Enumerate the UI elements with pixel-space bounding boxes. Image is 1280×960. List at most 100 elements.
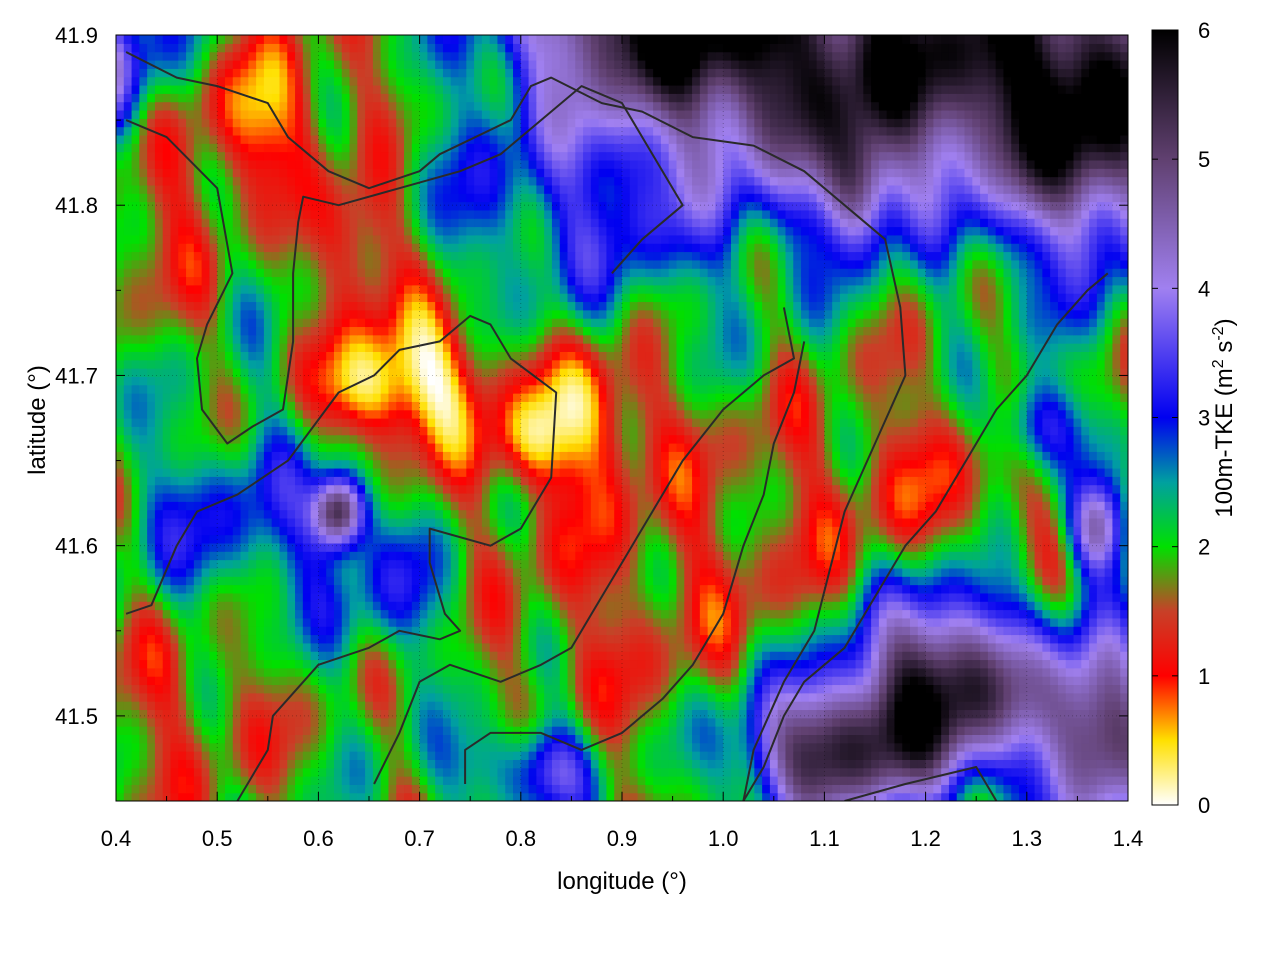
heat-cell [1057, 584, 1067, 594]
heat-cell [1112, 609, 1121, 619]
heat-cell [116, 501, 125, 511]
heat-cell [209, 717, 218, 727]
heat-cell [793, 526, 802, 536]
heat-cell [123, 784, 133, 794]
heat-cell [404, 734, 413, 744]
heat-cell [699, 659, 709, 669]
heat-cell [318, 576, 327, 586]
heat-cell [606, 767, 615, 777]
heat-cell [123, 492, 133, 502]
heat-cell [785, 526, 794, 536]
heat-cell [256, 551, 265, 561]
heat-cell [855, 551, 864, 561]
heat-cell [785, 592, 794, 602]
heat-cell [645, 492, 654, 502]
heat-cell [232, 717, 242, 727]
heat-cell [505, 584, 514, 594]
heat-cell [676, 517, 685, 527]
heat-cell [1096, 617, 1106, 627]
heat-cell [551, 742, 561, 752]
heat-cell [1042, 776, 1051, 785]
heat-cell [162, 576, 172, 586]
heat-cell [1011, 492, 1020, 502]
heat-cell [551, 709, 561, 719]
heat-cell [287, 609, 296, 619]
heat-cell [263, 626, 273, 636]
heat-cell [326, 584, 335, 594]
heat-cell [411, 551, 421, 561]
heat-cell [941, 584, 950, 594]
heat-cell [302, 509, 312, 519]
heat-cell [154, 701, 164, 711]
heat-cell [147, 626, 156, 636]
heat-cell [341, 567, 351, 577]
heat-cell [513, 567, 522, 577]
heat-cell [972, 526, 981, 536]
heat-cell [816, 659, 825, 669]
heat-cell [419, 567, 428, 577]
heat-cell [785, 792, 794, 801]
heat-cell [746, 501, 755, 511]
heat-cell [1057, 767, 1067, 777]
heat-cell [505, 517, 514, 527]
heat-cell [131, 526, 140, 536]
heat-cell [1112, 651, 1121, 661]
heat-cell [575, 567, 584, 577]
heat-cell [832, 517, 841, 527]
heat-cell [668, 734, 678, 744]
heat-cell [232, 551, 242, 561]
heat-cell [746, 634, 755, 644]
heat-cell [365, 717, 374, 727]
heat-cell [435, 517, 444, 527]
heat-cell [1019, 701, 1028, 711]
heat-cell [372, 584, 382, 594]
heat-cell [637, 759, 646, 769]
heat-cell [1120, 776, 1128, 785]
heat-cell [474, 584, 483, 594]
heat-cell [1096, 634, 1106, 644]
heat-cell [458, 609, 467, 619]
heat-cell [1073, 642, 1082, 652]
heat-cell [816, 701, 825, 711]
heat-cell [894, 634, 903, 644]
heat-cell [333, 684, 343, 694]
heat-cell [551, 701, 561, 711]
heat-cell [754, 634, 763, 644]
heat-cell [520, 684, 530, 694]
heat-cell [318, 626, 327, 636]
heat-cell [824, 659, 833, 669]
heat-cell [676, 784, 685, 794]
heat-cell [520, 609, 530, 619]
heat-cell [295, 576, 304, 586]
heat-cell [193, 617, 203, 627]
heat-cell [341, 659, 351, 669]
heat-cell [1011, 726, 1020, 735]
heat-cell [902, 634, 911, 644]
heat-cell [442, 684, 452, 694]
heat-cell [847, 792, 857, 801]
heat-cell [551, 634, 561, 644]
heat-cell [1034, 534, 1043, 544]
heat-cell [1034, 601, 1043, 611]
heat-cell [349, 776, 358, 785]
heat-cell [544, 567, 553, 577]
heat-cell [442, 734, 452, 744]
heat-cell [863, 776, 872, 785]
heat-cell [1073, 592, 1082, 602]
heat-cell [598, 692, 608, 702]
heat-cell [598, 526, 608, 536]
heat-cell [707, 617, 717, 627]
heat-cell [388, 701, 397, 711]
heat-cell [878, 659, 888, 669]
heat-cell [894, 742, 903, 752]
heat-cell [785, 484, 794, 494]
heat-cell [513, 642, 522, 652]
heat-cell [816, 617, 825, 627]
heat-cell [365, 767, 374, 777]
heat-cell [217, 676, 226, 686]
heat-cell [1026, 576, 1036, 586]
heat-cell [980, 709, 989, 719]
heat-cell [894, 759, 903, 769]
heat-cell [769, 767, 779, 777]
heat-cell [1034, 726, 1043, 735]
